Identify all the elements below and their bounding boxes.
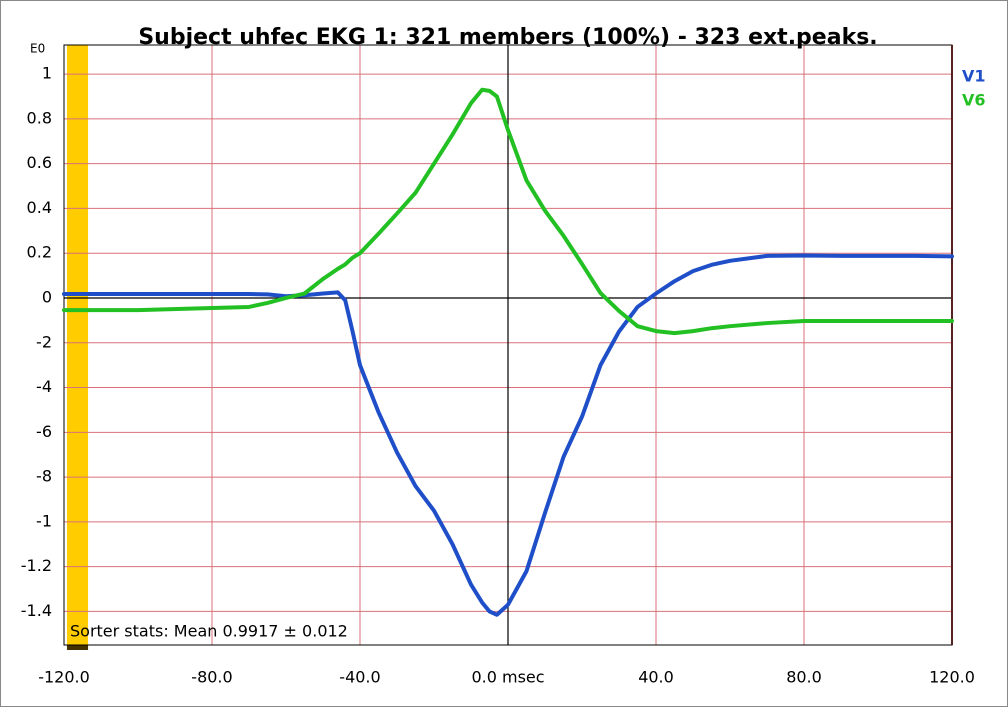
y-tick-label: -4 [36, 377, 52, 396]
highlight-foot [66, 645, 89, 650]
highlight-band [66, 45, 89, 645]
x-tick-label: 80.0 [786, 668, 822, 687]
y-tick-label: 0.8 [27, 108, 52, 127]
x-tick-label: 120.0 [929, 668, 975, 687]
x-tick-label: 40.0 [638, 668, 674, 687]
series-line [62, 87, 954, 336]
y-tick-label: -1 [36, 511, 52, 530]
legend-label: V6 [962, 91, 986, 110]
y-tick-label: -1.2 [21, 556, 52, 575]
series-line [62, 253, 954, 617]
x-tick-label: 0.0 msec [471, 668, 544, 687]
y-tick-label: -2 [36, 332, 52, 351]
y-tick-label: -8 [36, 467, 52, 486]
x-tick-label: -40.0 [339, 668, 380, 687]
y-tick-label: 1 [42, 64, 52, 83]
y-tick-label: 0 [42, 287, 52, 306]
y-unit-label: E0 [30, 42, 45, 56]
y-tick-label: -1.4 [21, 601, 52, 620]
y-tick-label: -6 [36, 422, 52, 441]
y-tick-label: 0.2 [27, 243, 52, 262]
legend-label: V1 [962, 67, 986, 86]
annotation: Sorter stats: Mean 0.9917 ± 0.012 [70, 622, 348, 641]
x-tick-label: -80.0 [191, 668, 232, 687]
y-tick-label: 0.6 [27, 153, 52, 172]
y-tick-label: 0.4 [27, 198, 52, 217]
x-tick-label: -120.0 [38, 668, 90, 687]
